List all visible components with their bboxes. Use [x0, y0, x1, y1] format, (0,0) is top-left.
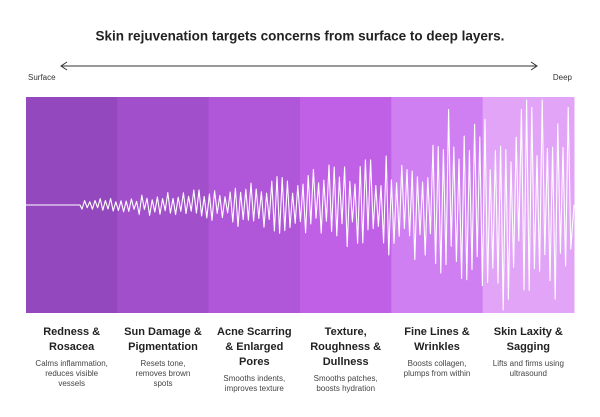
column-description: improves texture [225, 384, 285, 393]
column-description: ultrasound [510, 369, 547, 378]
column-description: vessels [58, 379, 85, 388]
column-description: Lifts and firms using [493, 359, 564, 368]
column-title: Dullness [323, 356, 369, 368]
column-description: removes brown [136, 369, 191, 378]
column-description: Calms inflammation, [35, 359, 107, 368]
labels: Redness & Rosacea Calms inflammation,reduc… [35, 326, 563, 393]
waveform [26, 99, 575, 311]
column-description: Smooths patches, [314, 374, 378, 383]
column-description: spots [153, 379, 172, 388]
column-title: & Enlarged [225, 341, 283, 353]
column-title: Pores [239, 356, 270, 368]
bands [26, 97, 575, 313]
column-title: Redness & [43, 326, 100, 338]
column-title: Sagging [507, 341, 550, 353]
column-title: Skin Laxity & [494, 326, 563, 338]
axis-start: Surface [28, 73, 56, 82]
column-description: reduces visible [45, 369, 98, 378]
column-title: Rosacea [49, 341, 95, 353]
column-title: Roughness & [310, 341, 381, 353]
column-title: Pigmentation [128, 341, 198, 353]
arrow-heads [60, 61, 538, 71]
column-description: Boosts collagen, [408, 359, 467, 368]
column-description: Resets tone, [141, 359, 186, 368]
axis-end: Deep [553, 73, 573, 82]
column-description: boosts hydration [316, 384, 375, 393]
title: Skin rejuvenation targets concerns from … [96, 29, 505, 44]
column-title: Texture, [325, 326, 367, 338]
column-title: Wrinkles [414, 341, 460, 353]
column-description: plumps from within [404, 369, 471, 378]
column-title: Sun Damage & [124, 326, 202, 338]
column-title: Acne Scarring [217, 326, 292, 338]
column-description: Smooths indents, [223, 374, 285, 383]
column-title: Fine Lines & [404, 326, 469, 338]
